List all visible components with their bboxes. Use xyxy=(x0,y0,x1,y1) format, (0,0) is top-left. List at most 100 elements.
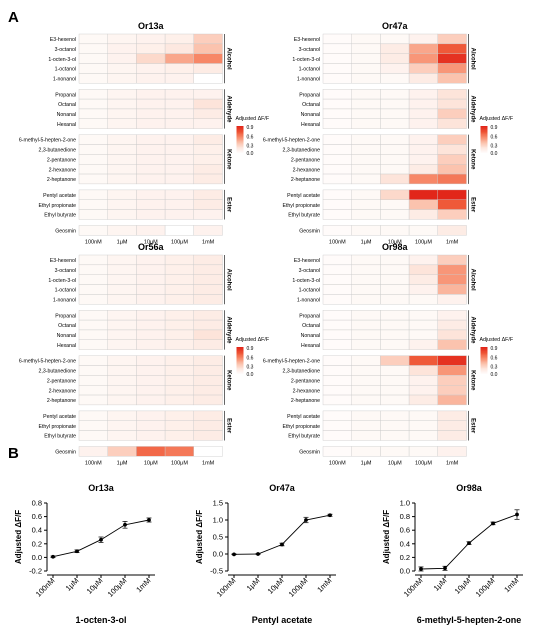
heatmap-row-label: Octanal xyxy=(302,102,320,108)
group-label-alcohol: Alcohol xyxy=(226,48,232,70)
heatmap-cell xyxy=(164,310,195,321)
colorbar-tick: 0.3 xyxy=(247,365,254,371)
heatmap-cell xyxy=(408,98,439,110)
x-tick-label: 100μM xyxy=(106,576,129,599)
y-tick-label: 1.0 xyxy=(400,499,410,508)
colorbar-swatch xyxy=(236,357,244,359)
heatmap-cell xyxy=(193,43,223,54)
heatmap-cell xyxy=(380,163,410,175)
colorbar-swatch xyxy=(236,371,244,373)
colorbar-title: Adjusted ΔF/F xyxy=(480,116,514,122)
x-axis-label: 1-octen-3-ol xyxy=(75,615,126,625)
heatmap-cell xyxy=(78,355,108,366)
heatmap-row-label: Ethyl propionate xyxy=(39,203,77,209)
heatmap-col-label: 100nM xyxy=(329,460,346,466)
group-label-ester: Ester xyxy=(226,197,232,213)
heatmap-row-label: 2,3-butanedione xyxy=(39,148,77,154)
heatmap-cell xyxy=(193,254,223,266)
colorbar-title: Adjusted ΔF/F xyxy=(236,116,270,122)
heatmap-cell xyxy=(351,63,381,74)
y-tick-label: 0.6 xyxy=(400,526,410,535)
heatmap-cell xyxy=(107,173,137,185)
heatmap-cell xyxy=(107,420,137,431)
heatmap-cell xyxy=(322,98,352,110)
heatmap-cell xyxy=(380,189,410,200)
heatmap-cell xyxy=(408,118,439,129)
heatmap-col-label: 1mM xyxy=(202,239,215,245)
heatmap-cell xyxy=(380,355,410,366)
heatmap-col-label: 100μM xyxy=(171,239,188,245)
colorbar-swatch xyxy=(236,364,244,366)
heatmap-cell xyxy=(437,294,467,305)
heatmap-row-label: Octanal xyxy=(58,102,76,108)
heatmap-cell xyxy=(78,63,108,74)
heatmap-cell xyxy=(408,365,439,376)
heatmap-cell xyxy=(380,375,410,386)
colorbar-swatch xyxy=(480,149,488,151)
y-axis-label: Adjusted ΔF/F xyxy=(382,510,391,564)
heatmap-cell xyxy=(107,225,137,236)
heatmap-cell xyxy=(107,73,137,84)
heatmap-cell xyxy=(78,264,108,275)
heatmap-cell xyxy=(193,264,223,275)
y-tick-label: 0.2 xyxy=(32,539,42,548)
heatmap-cell xyxy=(136,430,166,441)
heatmap-cell xyxy=(107,134,137,145)
colorbar-swatch xyxy=(480,142,488,144)
data-point xyxy=(280,542,284,547)
heatmap-cell xyxy=(136,294,166,305)
panel-label-b: B xyxy=(8,445,19,462)
heatmap-cell xyxy=(322,154,352,165)
heatmap-cell xyxy=(136,284,166,295)
heatmap-cell xyxy=(380,420,410,431)
heatmap-cell xyxy=(78,163,108,175)
heatmap-cell xyxy=(164,118,195,129)
colorbar-swatch xyxy=(480,136,488,138)
heatmap-row-label: 3-octanol xyxy=(55,268,76,274)
heatmap-row-label: Pentyl acetate xyxy=(43,193,76,199)
heatmap-cell xyxy=(351,173,381,185)
heatmap-cell xyxy=(136,199,166,210)
heatmap-cell xyxy=(136,225,166,236)
data-point xyxy=(515,512,519,517)
heatmap-cell xyxy=(78,430,108,441)
heatmap-cell xyxy=(351,199,381,210)
colorbar-swatch xyxy=(480,350,488,352)
group-label-ketone: Ketone xyxy=(226,149,232,170)
heatmap-cell xyxy=(322,144,352,155)
heatmap-col-label: 1μM xyxy=(361,460,372,466)
x-tick-label: 1mM xyxy=(134,576,152,594)
heatmap-cell xyxy=(107,410,137,421)
heatmap-row-label: Nonanal xyxy=(57,333,76,339)
heatmap-cell xyxy=(351,294,381,305)
heatmap-or47a: Or47a E3-hexenol 3-octanol 1-octen-3-ol 1-oc… xyxy=(263,21,514,245)
colorbar-tick: 0.0 xyxy=(247,151,254,157)
heatmap-cell xyxy=(136,310,166,321)
heatmap-cell xyxy=(408,430,439,441)
x-tick-label: 10μM xyxy=(85,576,105,596)
heatmap-row-label: Geosmin xyxy=(55,229,76,235)
heatmap-cell xyxy=(78,144,108,155)
heatmap-cell xyxy=(193,33,223,45)
heatmap-cell xyxy=(193,365,223,376)
colorbar-swatch xyxy=(480,357,488,359)
heatmap-cell xyxy=(408,53,439,64)
heatmap-cell xyxy=(408,274,439,285)
heatmap-cell xyxy=(380,319,410,331)
heatmap-row-label: Propanal xyxy=(55,92,76,98)
heatmap-col-label: 1μM xyxy=(117,239,128,245)
colorbar-swatch xyxy=(236,152,244,155)
y-tick-label: -0.2 xyxy=(29,567,42,576)
heatmap-row-label: Ethyl butyrate xyxy=(288,434,320,440)
heatmap-cell xyxy=(164,134,195,145)
data-point xyxy=(147,518,151,522)
colorbar-swatch xyxy=(480,372,488,375)
heatmap-cell xyxy=(164,410,195,421)
heatmap-cell xyxy=(78,329,108,341)
colorbar-swatch xyxy=(236,151,244,154)
colorbar-swatch xyxy=(480,371,488,373)
heatmap-cell xyxy=(107,310,137,321)
heatmap-cell xyxy=(380,89,410,100)
heatmap-cell xyxy=(78,225,108,236)
